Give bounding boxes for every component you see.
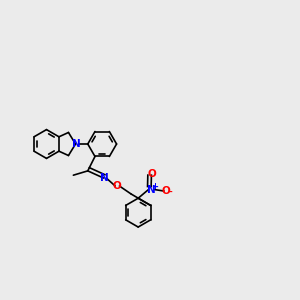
Text: N: N bbox=[100, 173, 109, 183]
Text: +: + bbox=[152, 182, 158, 191]
Text: O: O bbox=[147, 169, 156, 179]
Text: O: O bbox=[113, 181, 122, 191]
Text: -: - bbox=[169, 188, 172, 197]
Text: N: N bbox=[72, 139, 81, 149]
Text: O: O bbox=[162, 186, 171, 196]
Text: N: N bbox=[147, 184, 155, 195]
